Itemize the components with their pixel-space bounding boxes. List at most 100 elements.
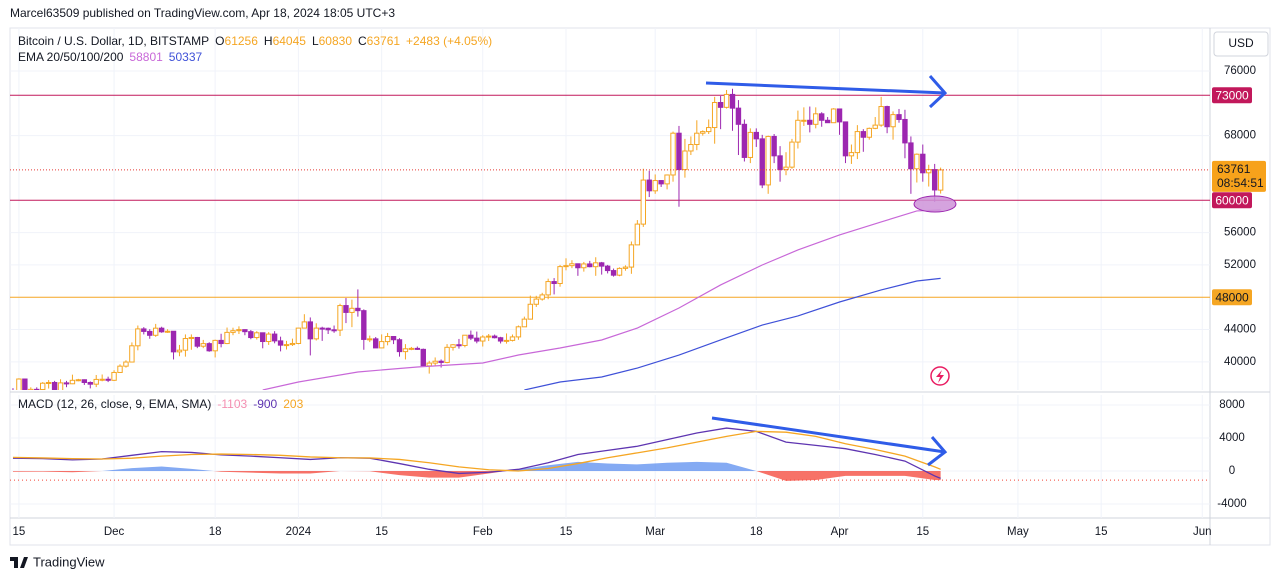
candle-body (795, 119, 801, 143)
candle-body (717, 102, 724, 108)
last-price-tag (1212, 160, 1266, 192)
candle-body (771, 135, 777, 157)
level-tag (1212, 192, 1252, 209)
candle-body (664, 174, 670, 185)
candle-body (866, 127, 872, 138)
candle-body (176, 349, 183, 353)
candle-body (628, 244, 635, 268)
candle-body (295, 327, 302, 344)
candle-body (872, 124, 878, 129)
macd-value: -900 (253, 397, 277, 411)
macd-trend-arrow (711, 416, 946, 454)
candle-body (807, 119, 813, 125)
candle-body (587, 263, 593, 268)
candle-body (848, 152, 855, 157)
candle-body (723, 93, 730, 108)
candle-body (75, 379, 82, 382)
indicator-legend: EMA 20/50/100/200 58801 50337 (18, 50, 202, 64)
candle-body (283, 344, 290, 347)
currency[interactable]: USD (1228, 36, 1254, 50)
candle-body (40, 382, 46, 390)
x-tick-label: 15 (560, 526, 573, 538)
candle-body (830, 108, 837, 124)
level-tag-label: 73000 (1215, 88, 1249, 102)
candle-body (884, 106, 890, 128)
arrow-head (928, 75, 948, 109)
x-tick-label: 15 (1095, 526, 1108, 538)
frame (9, 27, 1271, 546)
candle-body (480, 336, 486, 342)
candle-body (503, 339, 510, 342)
candle-body (200, 343, 206, 347)
y-tick-label: 40000 (1224, 356, 1256, 368)
candle-body (914, 153, 920, 170)
candle-body (604, 265, 611, 272)
macd-line (12, 427, 941, 480)
candle-body (343, 305, 349, 313)
candle-body (515, 326, 522, 338)
candle-body (426, 362, 432, 367)
currency-button[interactable] (1213, 31, 1269, 57)
candle-body (265, 333, 272, 343)
last-price-label: 63761 (1217, 162, 1251, 176)
candle-body (16, 378, 22, 390)
x-tick-label: Mar (645, 526, 665, 538)
candle-body (836, 108, 843, 123)
candle-body (652, 180, 658, 192)
candle-body (878, 106, 884, 126)
y-tick-label: 0 (1229, 465, 1235, 477)
candle-body (462, 334, 468, 346)
candle-body (69, 379, 76, 385)
candle-body (545, 281, 551, 296)
candle-body (313, 327, 319, 340)
candle-body (610, 270, 617, 276)
ema-line (262, 209, 941, 390)
candle-body (539, 294, 545, 300)
y-tick-label: 76000 (1224, 65, 1256, 77)
x-tick-label: 2024 (286, 526, 312, 538)
candle-body (497, 337, 504, 342)
candle-body (593, 262, 599, 268)
candle-body (242, 329, 248, 333)
level-tag-label: 48000 (1215, 290, 1249, 304)
candle-body (896, 114, 902, 120)
x-tick-label: 15 (916, 526, 929, 538)
candle-body (700, 131, 706, 134)
candle-body (646, 179, 652, 192)
ohlc-label: O (215, 34, 224, 48)
candle-body (182, 338, 189, 351)
logo-mark (10, 557, 28, 568)
y-tick-label: 56000 (1224, 227, 1256, 239)
candle-body (402, 348, 409, 353)
candle-body (390, 336, 397, 341)
candle-body (551, 281, 557, 285)
candle-body (527, 303, 534, 320)
candle-body (349, 307, 355, 313)
arrow-head (927, 436, 948, 467)
candle-body (432, 360, 438, 364)
candle-body (854, 131, 861, 154)
y-tick-label: -4000 (1217, 498, 1246, 510)
signal-line (12, 430, 941, 472)
candle-body (135, 328, 141, 347)
candle-body (170, 330, 177, 353)
ohlc-value: 63761 (367, 34, 401, 48)
candle-body (123, 361, 129, 367)
level-tag (1212, 289, 1252, 306)
candle-body (741, 123, 748, 158)
y-tick-label: 52000 (1224, 259, 1256, 271)
candle-body (408, 347, 415, 350)
legend-header: Bitcoin / U.S. Dollar, 1D, BITSTAMP O6125… (18, 34, 492, 48)
candle-body (396, 339, 403, 353)
candle-body (711, 102, 718, 129)
y-tick-label: 44000 (1224, 324, 1256, 336)
candle-body (902, 118, 908, 144)
candle-body (63, 382, 70, 385)
candle-body (575, 263, 581, 269)
candle-body (485, 335, 492, 338)
candle-body (813, 113, 819, 125)
trend-arrow (705, 81, 946, 95)
candle-body (765, 135, 771, 186)
candle-body (860, 131, 867, 138)
